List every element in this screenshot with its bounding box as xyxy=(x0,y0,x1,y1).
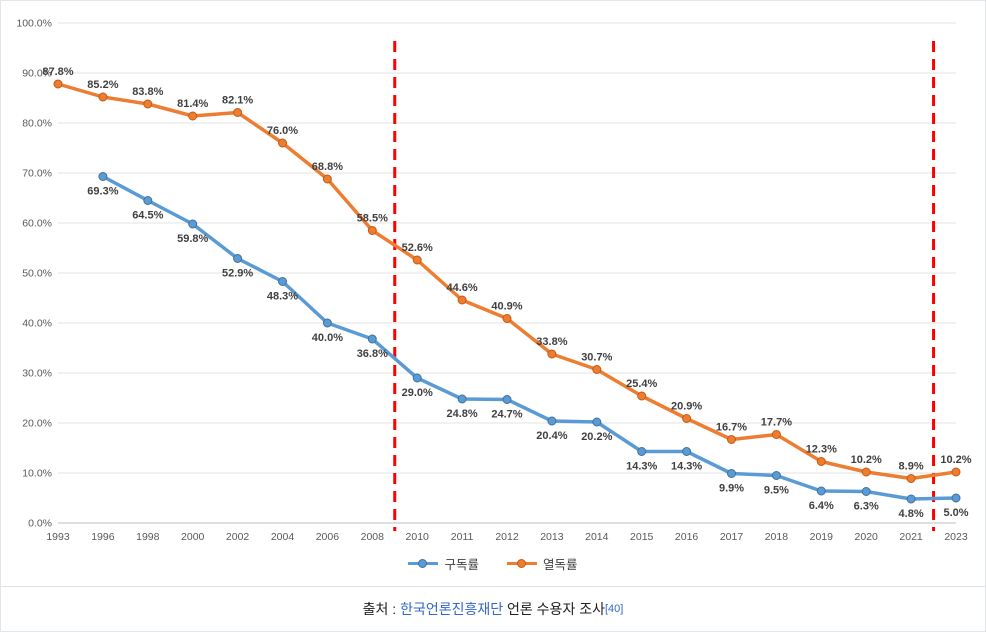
svg-text:20.0%: 20.0% xyxy=(22,418,52,430)
svg-text:2018: 2018 xyxy=(765,531,789,543)
svg-text:40.0%: 40.0% xyxy=(22,318,52,330)
svg-text:6.4%: 6.4% xyxy=(809,500,834,512)
svg-text:87.8%: 87.8% xyxy=(42,66,73,78)
svg-text:2004: 2004 xyxy=(271,531,295,543)
svg-text:36.8%: 36.8% xyxy=(357,348,388,360)
svg-text:81.4%: 81.4% xyxy=(177,98,208,110)
svg-text:2000: 2000 xyxy=(181,531,205,543)
svg-text:80.0%: 80.0% xyxy=(22,118,52,130)
svg-text:50.0%: 50.0% xyxy=(22,268,52,280)
svg-text:100.0%: 100.0% xyxy=(16,18,52,30)
legend-item-readership-rate: 열독률 xyxy=(497,554,588,573)
svg-text:2012: 2012 xyxy=(495,531,519,543)
svg-text:2010: 2010 xyxy=(406,531,430,543)
svg-text:64.5%: 64.5% xyxy=(132,210,163,222)
svg-text:14.3%: 14.3% xyxy=(626,461,657,473)
svg-text:20.9%: 20.9% xyxy=(671,401,702,413)
svg-text:76.0%: 76.0% xyxy=(267,125,298,137)
svg-text:60.0%: 60.0% xyxy=(22,218,52,230)
svg-text:70.0%: 70.0% xyxy=(22,168,52,180)
svg-text:90.0%: 90.0% xyxy=(22,68,52,80)
svg-text:0.0%: 0.0% xyxy=(28,518,52,530)
svg-text:20.4%: 20.4% xyxy=(536,430,567,442)
legend-item-subscription-rate: 구독률 xyxy=(398,554,489,573)
svg-text:2008: 2008 xyxy=(361,531,385,543)
svg-text:9.5%: 9.5% xyxy=(764,485,789,497)
svg-text:10.0%: 10.0% xyxy=(22,468,52,480)
svg-text:82.1%: 82.1% xyxy=(222,95,253,107)
svg-text:2016: 2016 xyxy=(675,531,699,543)
svg-text:4.8%: 4.8% xyxy=(899,508,924,520)
legend-label: 열독률 xyxy=(543,557,578,572)
legend-marker-line-dot-icon xyxy=(408,558,439,568)
svg-text:1993: 1993 xyxy=(46,531,70,543)
svg-text:2020: 2020 xyxy=(855,531,879,543)
svg-text:58.5%: 58.5% xyxy=(357,213,388,225)
source-ref-link[interactable]: [40] xyxy=(604,603,624,615)
svg-text:40.9%: 40.9% xyxy=(491,301,522,313)
svg-text:2014: 2014 xyxy=(585,531,609,543)
svg-text:2021: 2021 xyxy=(899,531,923,543)
svg-text:8.9%: 8.9% xyxy=(899,461,924,473)
svg-text:2023: 2023 xyxy=(944,531,968,543)
svg-text:30.7%: 30.7% xyxy=(581,352,612,364)
svg-text:52.6%: 52.6% xyxy=(402,242,433,254)
svg-text:44.6%: 44.6% xyxy=(446,282,477,294)
chart-card: 0.0% 10.0% 20.0% 30.0% 40.0% 50.0% 60.0% 70.0% 8… xyxy=(1,1,985,586)
svg-text:59.8%: 59.8% xyxy=(177,233,208,245)
svg-text:16.7%: 16.7% xyxy=(716,422,747,434)
svg-text:25.4%: 25.4% xyxy=(626,378,657,390)
svg-text:30.0%: 30.0% xyxy=(22,368,52,380)
source-prefix: 출처 : xyxy=(362,601,401,617)
svg-text:29.0%: 29.0% xyxy=(402,387,433,399)
svg-text:2017: 2017 xyxy=(720,531,744,543)
svg-text:10.2%: 10.2% xyxy=(940,454,971,466)
svg-text:69.3%: 69.3% xyxy=(87,186,118,198)
svg-text:2013: 2013 xyxy=(540,531,564,543)
chart-legend: 구독률 열독률 xyxy=(10,549,976,577)
svg-text:2019: 2019 xyxy=(810,531,834,543)
line-chart: 0.0% 10.0% 20.0% 30.0% 40.0% 50.0% 60.0% 70.0% 8… xyxy=(16,18,971,544)
svg-text:83.8%: 83.8% xyxy=(132,86,163,98)
svg-text:48.3%: 48.3% xyxy=(267,291,298,303)
source-link[interactable]: 한국언론진흥재단 xyxy=(400,601,504,617)
svg-text:12.3%: 12.3% xyxy=(806,444,837,456)
svg-text:10.2%: 10.2% xyxy=(851,454,882,466)
svg-text:14.3%: 14.3% xyxy=(671,461,702,473)
svg-text:33.8%: 33.8% xyxy=(536,336,567,348)
svg-text:24.8%: 24.8% xyxy=(446,408,477,420)
svg-text:52.9%: 52.9% xyxy=(222,268,253,280)
svg-text:2002: 2002 xyxy=(226,531,250,543)
svg-text:17.7%: 17.7% xyxy=(761,417,792,429)
svg-text:6.3%: 6.3% xyxy=(854,501,879,513)
svg-text:68.8%: 68.8% xyxy=(312,161,343,173)
legend-marker-line-dot-icon xyxy=(507,558,537,568)
svg-text:2015: 2015 xyxy=(630,531,654,543)
svg-text:1996: 1996 xyxy=(91,531,115,543)
source-suffix: 언론 수용자 조사 xyxy=(503,601,605,617)
source-footer: 출처 : 한국언론진흥재단 언론 수용자 조사 [40] xyxy=(1,586,985,631)
svg-text:2011: 2011 xyxy=(451,531,474,543)
svg-text:9.9%: 9.9% xyxy=(719,483,744,495)
svg-text:1998: 1998 xyxy=(136,531,160,543)
svg-text:40.0%: 40.0% xyxy=(312,332,343,344)
svg-text:5.0%: 5.0% xyxy=(943,507,968,519)
svg-text:20.2%: 20.2% xyxy=(581,431,612,443)
svg-text:2006: 2006 xyxy=(316,531,340,543)
legend-label: 구독률 xyxy=(444,557,479,572)
svg-text:24.7%: 24.7% xyxy=(491,409,522,421)
svg-text:85.2%: 85.2% xyxy=(87,79,118,91)
